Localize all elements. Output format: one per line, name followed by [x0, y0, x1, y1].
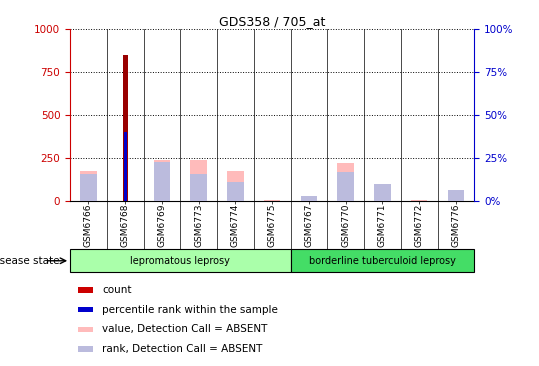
Text: borderline tuberculoid leprosy: borderline tuberculoid leprosy — [309, 256, 456, 266]
Text: percentile rank within the sample: percentile rank within the sample — [102, 305, 278, 315]
Bar — [337, 164, 354, 201]
Text: GSM6776: GSM6776 — [452, 203, 460, 247]
Text: lepromatous leprosy: lepromatous leprosy — [130, 256, 230, 266]
Bar — [154, 160, 170, 201]
Text: GSM6771: GSM6771 — [378, 203, 387, 247]
Bar — [227, 182, 244, 201]
FancyBboxPatch shape — [70, 249, 291, 272]
Bar — [78, 347, 93, 352]
Bar — [227, 171, 244, 201]
Bar — [190, 174, 207, 201]
FancyBboxPatch shape — [291, 249, 474, 272]
Text: value, Detection Call = ABSENT: value, Detection Call = ABSENT — [102, 324, 268, 335]
Text: GSM6770: GSM6770 — [341, 203, 350, 247]
Text: GSM6766: GSM6766 — [84, 203, 93, 247]
Text: count: count — [102, 285, 132, 295]
Bar — [448, 190, 464, 201]
Bar — [301, 198, 317, 201]
Bar — [190, 160, 207, 201]
Bar — [374, 184, 391, 201]
Bar — [80, 174, 96, 201]
Title: GDS358 / 705_at: GDS358 / 705_at — [219, 15, 326, 28]
Bar — [301, 196, 317, 201]
Bar — [337, 172, 354, 201]
Bar — [78, 327, 93, 332]
Bar — [78, 307, 93, 312]
Bar — [154, 162, 170, 201]
Text: GSM6773: GSM6773 — [194, 203, 203, 247]
Text: GSM6774: GSM6774 — [231, 203, 240, 247]
Text: disease state: disease state — [0, 256, 59, 266]
Bar — [78, 287, 93, 292]
Text: GSM6775: GSM6775 — [268, 203, 277, 247]
Text: GSM6768: GSM6768 — [121, 203, 130, 247]
Bar — [123, 132, 127, 201]
Text: GSM6772: GSM6772 — [414, 203, 424, 247]
Text: GSM6769: GSM6769 — [157, 203, 167, 247]
Bar — [123, 55, 128, 201]
Text: GSM6767: GSM6767 — [305, 203, 314, 247]
Text: rank, Detection Call = ABSENT: rank, Detection Call = ABSENT — [102, 344, 263, 354]
Bar — [80, 171, 96, 201]
